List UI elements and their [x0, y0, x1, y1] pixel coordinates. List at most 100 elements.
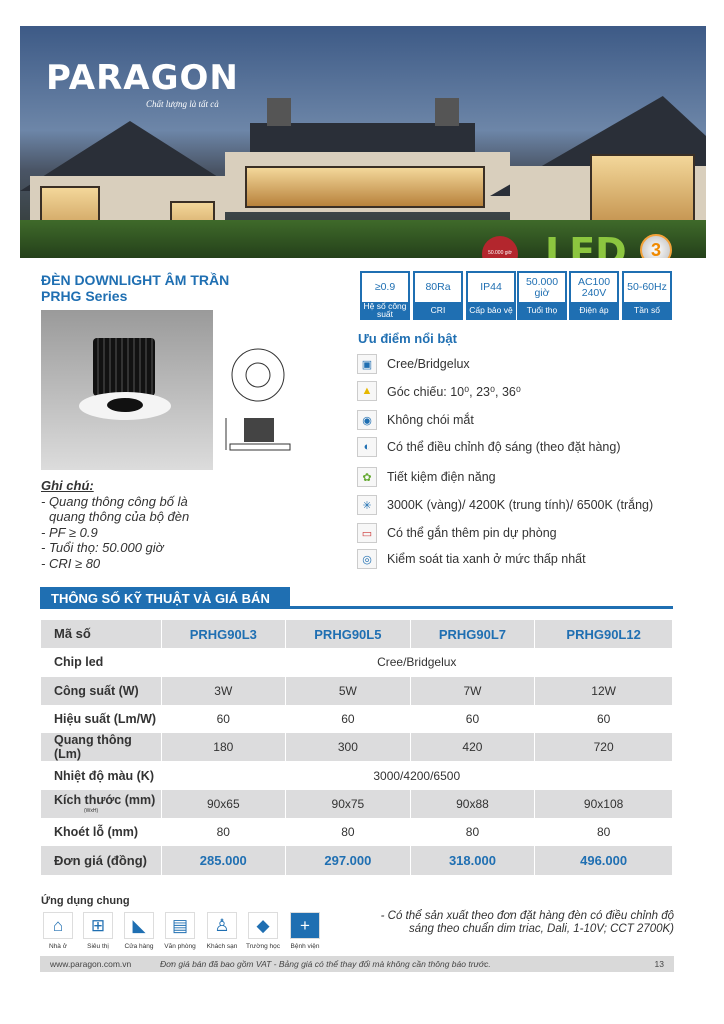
- feature-text: Có thể điều chỉnh độ sáng (theo đặt hàng…: [387, 440, 621, 454]
- feature-item: ◎ Kiểm soát tia xanh ở mức thấp nhất: [357, 549, 586, 569]
- product-name: ĐÈN DOWNLIGHT ÂM TRẦN: [41, 272, 230, 288]
- spec-label: Tần số: [624, 302, 670, 318]
- application-label: Cửa hàng: [124, 943, 154, 950]
- led-badge: LED: [545, 230, 627, 258]
- note-line: - CRI ≥ 80: [41, 555, 101, 571]
- section-title: THÔNG SỐ KỸ THUẬT VÀ GIÁ BÁN: [40, 587, 290, 609]
- table-row: Quang thông (Lm) 180 300 420 720: [41, 733, 673, 762]
- waiter-icon: ♙: [207, 912, 237, 939]
- feature-item: ◉ Không chói mắt: [357, 410, 474, 430]
- spec-label: Tuổi thọ: [519, 302, 565, 318]
- table-row: Công suất (W) 3W 5W 7W 12W: [41, 676, 673, 705]
- applications-title: Ứng dụng chung: [41, 895, 130, 907]
- product-title: ĐÈN DOWNLIGHT ÂM TRẦN PRHG Series: [41, 272, 229, 304]
- product-photo: [41, 310, 213, 470]
- application-label: Trường học: [245, 943, 281, 950]
- note-line: - PF ≥ 0.9: [41, 524, 98, 540]
- spec-label: Hệ số công suất: [362, 301, 408, 319]
- application-label: Bệnh viện: [290, 943, 320, 950]
- spec-value: 50.000 giờ: [525, 275, 559, 299]
- feature-item: ✿ Tiết kiệm điện năng: [357, 467, 496, 487]
- blue-light-icon: ◎: [357, 549, 377, 569]
- table-row: Chip led Cree/Bridgelux: [41, 648, 673, 677]
- eye-icon: ◉: [357, 410, 377, 430]
- application-item: + Bệnh viện: [288, 912, 322, 950]
- hero-banner: PARAGON Chất lượng là tất cả 50.000 giờ …: [20, 26, 706, 258]
- spec-frequency: 50-60Hz Tần số: [622, 271, 672, 320]
- cart-icon: ⊞: [83, 912, 113, 939]
- energy-saving-icon: ✿: [357, 467, 377, 487]
- section-divider: [40, 606, 673, 609]
- spec-value: AC100 240V: [577, 275, 611, 299]
- shoe-icon: ◣: [124, 912, 154, 939]
- lifetime-badge: 50.000 giờ: [482, 236, 518, 258]
- spec-ip: IP44 Cấp bảo vệ: [466, 271, 516, 320]
- table-row: Mã số PRHG90L3 PRHG90L5 PRHG90L7 PRHG90L12: [41, 620, 673, 649]
- color-temperature-icon: ✳: [357, 495, 377, 515]
- price-disclaimer: Đơn giá bán đã bao gồm VAT - Bảng giá có…: [160, 959, 491, 969]
- feature-item: ✳ 3000K (vàng)/ 4200K (trung tính)/ 6500K…: [357, 495, 653, 515]
- note-line: quang thông của bộ đèn: [49, 509, 190, 524]
- application-item: ◣ Cửa hàng: [122, 912, 156, 950]
- notes-title: Ghi chú:: [41, 478, 94, 493]
- note-line: - Quang thông công bố là: [41, 493, 188, 509]
- spec-power-factor: ≥0.9 Hệ số công suất: [360, 271, 410, 320]
- size-label: Kích thước (mm): [54, 792, 156, 807]
- size-sublabel: (WxH): [84, 807, 99, 814]
- feature-text: Góc chiếu: 10⁰, 23⁰, 36⁰: [387, 384, 521, 399]
- feature-item: ▭ Có thể gắn thêm pin dự phòng: [357, 523, 557, 543]
- hospital-icon: +: [290, 912, 320, 939]
- spec-cri: 80Ra CRI: [413, 271, 463, 320]
- application-item: ⊞ Siêu thị: [81, 912, 115, 950]
- spec-value: ≥0.9: [374, 281, 396, 293]
- page-number: 13: [654, 959, 664, 969]
- feature-text: Không chói mắt: [387, 413, 474, 427]
- custom-order-note: - Có thể sản xuất theo đơn đặt hàng đèn …: [380, 910, 674, 935]
- table-row: Khoét lỗ (mm) 80 80 80 80: [41, 818, 673, 847]
- feature-text: Có thể gắn thêm pin dự phòng: [387, 526, 557, 540]
- footer: www.paragon.com.vn Đơn giá bán đã bao gồ…: [40, 956, 674, 972]
- technical-drawing: [225, 348, 291, 451]
- feature-item: ▲ Góc chiếu: 10⁰, 23⁰, 36⁰: [357, 381, 521, 401]
- application-label: Nhà ở: [49, 943, 67, 950]
- advantages-title: Ưu điểm nổi bật: [358, 331, 457, 346]
- paragon-logo: PARAGON: [46, 58, 239, 98]
- application-item: ▤ Văn phòng: [163, 912, 197, 950]
- application-item: ♙ Khách sạn: [205, 912, 239, 950]
- application-item: ◆ Trường học: [246, 912, 280, 950]
- house-icon: ⌂: [43, 912, 73, 939]
- feature-text: Tiết kiệm điện năng: [387, 470, 496, 484]
- feature-text: Cree/Bridgelux: [387, 357, 470, 371]
- warranty-badge: 3: [640, 234, 672, 258]
- spec-label: Cấp bảo vệ: [468, 302, 514, 318]
- battery-icon: ▭: [357, 523, 377, 543]
- application-label: Siêu thị: [87, 943, 109, 950]
- office-icon: ▤: [165, 912, 195, 939]
- spec-value: IP44: [480, 281, 502, 293]
- application-label: Văn phòng: [164, 943, 196, 950]
- spec-price-table: Mã số PRHG90L3 PRHG90L5 PRHG90L7 PRHG90L12 C…: [41, 620, 673, 875]
- table-row: Hiệu suất (Lm/W) 60 60 60 60: [41, 704, 673, 734]
- brand-tagline: Chất lượng là tất cả: [146, 99, 219, 109]
- dimmer-icon: ◐: [357, 437, 377, 457]
- website-link[interactable]: www.paragon.com.vn: [50, 959, 132, 969]
- spec-label: CRI: [415, 302, 461, 318]
- note-line: - Tuổi thọ: 50.000 giờ: [41, 540, 164, 555]
- spec-voltage: AC100 240V Điện áp: [569, 271, 619, 320]
- table-row: Nhiệt độ màu (K) 3000/4200/6500: [41, 761, 673, 790]
- feature-text: 3000K (vàng)/ 4200K (trung tính)/ 6500K …: [387, 498, 654, 512]
- spec-lifetime: 50.000 giờ Tuổi thọ: [517, 271, 567, 320]
- beam-angle-icon: ▲: [357, 381, 377, 401]
- spec-label: Điện áp: [571, 302, 617, 318]
- table-row: Đơn giá (đồng) 285.000 297.000 318.000 496.0…: [41, 846, 673, 875]
- graduation-cap-icon: ◆: [248, 912, 278, 939]
- feature-text: Kiểm soát tia xanh ở mức thấp nhất: [387, 552, 586, 566]
- spec-value: 50-60Hz: [627, 281, 667, 293]
- feature-item: ▣ Cree/Bridgelux: [357, 354, 470, 374]
- table-row: Kích thước (mm) (WxH) 90x65 90x75 90x88 90x10…: [41, 789, 673, 819]
- feature-item: ◐ Có thể điều chỉnh độ sáng (theo đặt hàn…: [357, 437, 621, 457]
- product-series: PRHG Series: [41, 288, 128, 304]
- chip-icon: ▣: [357, 354, 377, 374]
- notes: Ghi chú: - Quang thông công bố là quang …: [41, 478, 189, 571]
- spec-value: 80Ra: [425, 281, 451, 293]
